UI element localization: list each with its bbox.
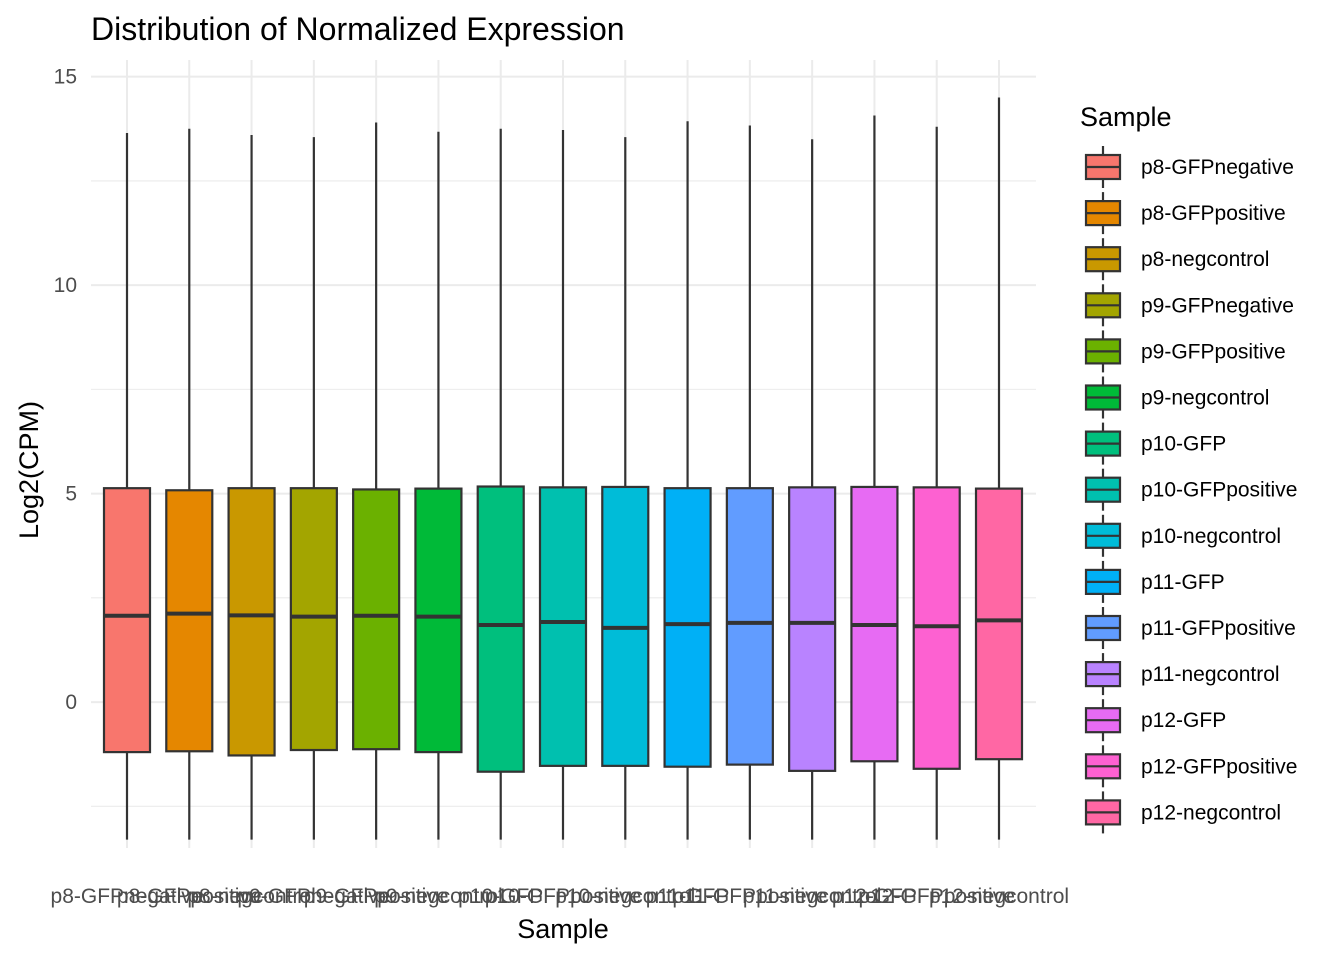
legend-item: p12-GFPpositive: [1084, 745, 1297, 788]
y-axis-title: Log2(CPM): [14, 401, 44, 539]
x-tick-label: p12-GFPpositive: [859, 885, 1015, 908]
box-p11-GFPpositive: [725, 125, 774, 840]
x-tick-label: p9-GFPpositive: [304, 885, 449, 908]
legend-item: p11-negcontrol: [1084, 653, 1280, 696]
legend-label: p10-GFPpositive: [1141, 479, 1297, 502]
x-tick-label: p8-GFPnegative: [51, 885, 204, 908]
box-iqr: [788, 486, 837, 772]
box-p8-negcontrol: [227, 135, 276, 840]
legend-label: p9-GFPpositive: [1141, 340, 1286, 363]
legend-item: p8-GFPnegative: [1084, 146, 1294, 188]
x-tick-label: p12-GFP: [832, 885, 917, 908]
x-tick-label: p10-negcontrol: [555, 885, 695, 908]
legend-item: p10-GFP: [1084, 422, 1226, 465]
legend-item: p8-GFPpositive: [1084, 192, 1286, 235]
box-p11-GFP: [663, 121, 712, 840]
legend-label: p11-GFPpositive: [1141, 617, 1296, 640]
box-iqr: [102, 487, 152, 754]
box-iqr: [165, 489, 214, 753]
box-iqr: [974, 487, 1024, 761]
box-iqr: [414, 487, 463, 754]
box-p9-GFPpositive: [352, 122, 401, 840]
legend-item: p12-GFP: [1084, 699, 1226, 742]
legend-label: p10-GFP: [1141, 433, 1226, 456]
y-axis-ticks: 0 5 10 15: [54, 66, 77, 714]
box-p8-GFPnegative: [102, 132, 152, 840]
legend-label: p9-GFPnegative: [1141, 294, 1294, 317]
box-iqr: [663, 487, 712, 768]
legend-label: p8-GFPpositive: [1141, 202, 1286, 225]
legend-label: p12-GFP: [1141, 709, 1226, 732]
x-axis-ticks: p8-GFPnegativep8-GFPpositivep8-negcontro…: [51, 885, 1070, 908]
legend-label: p12-GFPpositive: [1141, 755, 1297, 778]
x-tick-label: p10-GFP: [458, 885, 543, 908]
box-p11-negcontrol: [788, 139, 837, 840]
legend-label: p12-negcontrol: [1141, 801, 1281, 824]
legend: p8-GFPnegative p8-GFPpositive p8-negcontro…: [1084, 146, 1297, 834]
x-tick-label: p9-GFPnegative: [237, 885, 390, 908]
y-tick-label: 15: [54, 66, 77, 89]
legend-label: p8-negcontrol: [1141, 248, 1269, 271]
legend-item: p9-GFPnegative: [1084, 284, 1294, 327]
legend-item: p12-negcontrol: [1084, 791, 1281, 834]
legend-item: p11-GFP: [1084, 560, 1225, 603]
box-iqr: [227, 487, 276, 757]
legend-label: p11-GFP: [1141, 571, 1225, 594]
y-tick-label: 10: [54, 274, 77, 297]
box-p8-GFPpositive: [165, 128, 214, 840]
y-tick-label: 0: [65, 691, 77, 714]
box-p10-negcontrol: [601, 137, 650, 840]
box-p9-GFPnegative: [289, 137, 338, 840]
box-p9-negcontrol: [414, 131, 463, 840]
box-p12-GFPpositive: [912, 126, 961, 840]
x-tick-label: p10-GFPpositive: [485, 885, 641, 908]
box-iqr: [725, 487, 774, 766]
chart-title: Distribution of Normalized Expression: [91, 11, 625, 47]
box-p10-GFPpositive: [538, 130, 588, 840]
legend-item: p9-GFPpositive: [1084, 330, 1286, 373]
legend-label: p8-GFPnegative: [1141, 156, 1294, 179]
box-iqr: [538, 486, 588, 767]
legend-item: p10-GFPpositive: [1084, 468, 1297, 511]
boxes: [102, 97, 1024, 840]
legend-item: p8-negcontrol: [1084, 238, 1269, 281]
x-tick-label: p11-GFP: [646, 885, 730, 908]
legend-label: p9-negcontrol: [1141, 387, 1269, 410]
x-tick-label: p12-negcontrol: [929, 885, 1069, 908]
legend-item: p9-negcontrol: [1084, 376, 1269, 419]
box-iqr: [289, 487, 338, 752]
x-tick-label: p8-negcontrol: [187, 885, 315, 908]
y-tick-label: 5: [65, 483, 77, 506]
x-tick-label: p8-GFPpositive: [117, 885, 262, 908]
legend-title: Sample: [1080, 102, 1172, 132]
box-p10-GFP: [476, 128, 525, 840]
legend-item: p10-negcontrol: [1084, 514, 1281, 557]
legend-item: p11-GFPpositive: [1084, 607, 1296, 649]
x-tick-label: p9-negcontrol: [374, 885, 502, 908]
box-iqr: [352, 488, 401, 751]
box-p12-GFP: [850, 115, 899, 840]
x-tick-label: p11-GFPpositive: [672, 885, 827, 908]
box-p12-negcontrol: [974, 97, 1024, 840]
legend-label: p11-negcontrol: [1141, 663, 1280, 686]
box-iqr: [476, 485, 525, 773]
x-tick-label: p11-negcontrol: [743, 885, 882, 908]
x-axis-title: Sample: [517, 914, 609, 944]
legend-label: p10-negcontrol: [1141, 525, 1281, 548]
